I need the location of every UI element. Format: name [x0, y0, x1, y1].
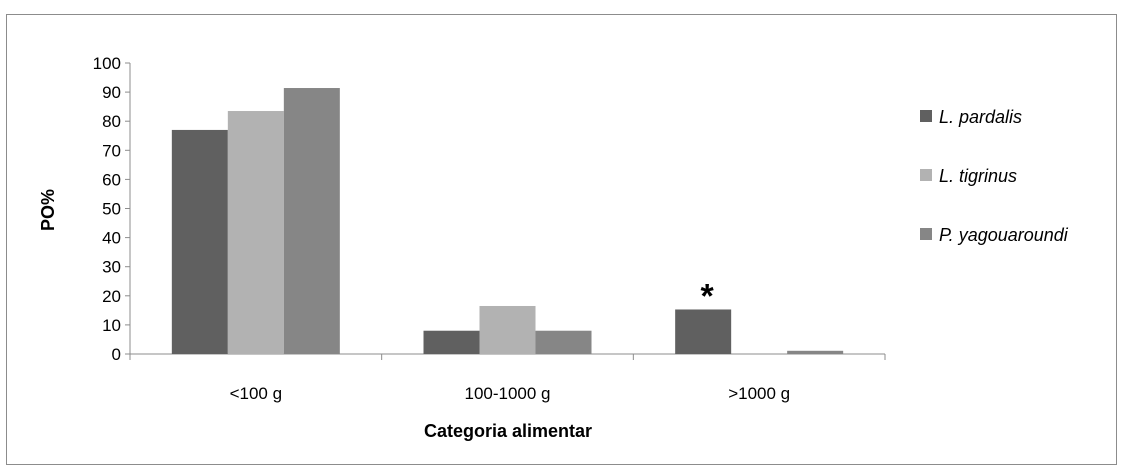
x-tick-label: 100-1000 g — [464, 384, 550, 403]
y-tick-label: 80 — [102, 112, 121, 131]
bar — [171, 129, 228, 354]
bar — [787, 350, 844, 354]
y-tick-label: 10 — [102, 316, 121, 335]
x-axis: <100 g 100-1000 g >1000 g — [129, 353, 886, 403]
bar — [675, 309, 732, 354]
legend-swatch — [920, 110, 932, 122]
bar — [535, 330, 592, 354]
annotations: * — [701, 277, 715, 315]
legend-label: L. pardalis — [939, 107, 1022, 127]
legend: L. pardalis L. tigrinus P. yagouaroundi — [920, 107, 1069, 245]
y-tick-label: 70 — [102, 141, 121, 160]
bar — [283, 88, 340, 354]
y-tick-label: 30 — [102, 258, 121, 277]
bar — [227, 111, 284, 354]
y-tick-label: 40 — [102, 229, 121, 248]
y-axis-title: PO% — [38, 189, 58, 231]
y-tick-label: 90 — [102, 83, 121, 102]
y-tick-label: 100 — [93, 54, 121, 73]
y-tick-label: 60 — [102, 170, 121, 189]
legend-swatch — [920, 228, 932, 240]
legend-swatch — [920, 169, 932, 181]
bars — [171, 88, 844, 354]
x-tick-label: >1000 g — [728, 384, 790, 403]
x-tick-label: <100 g — [230, 384, 282, 403]
y-tick-label: 20 — [102, 287, 121, 306]
y-axis: 0 10 20 30 40 50 60 70 80 90 100 — [93, 54, 131, 364]
x-axis-title: Categoria alimentar — [424, 421, 592, 441]
significance-asterisk: * — [701, 277, 715, 315]
bar — [479, 305, 536, 354]
legend-label: L. tigrinus — [939, 166, 1017, 186]
y-tick-label: 0 — [112, 345, 121, 364]
legend-label: P. yagouaroundi — [939, 225, 1069, 245]
y-tick-label: 50 — [102, 200, 121, 219]
bar — [423, 330, 480, 354]
